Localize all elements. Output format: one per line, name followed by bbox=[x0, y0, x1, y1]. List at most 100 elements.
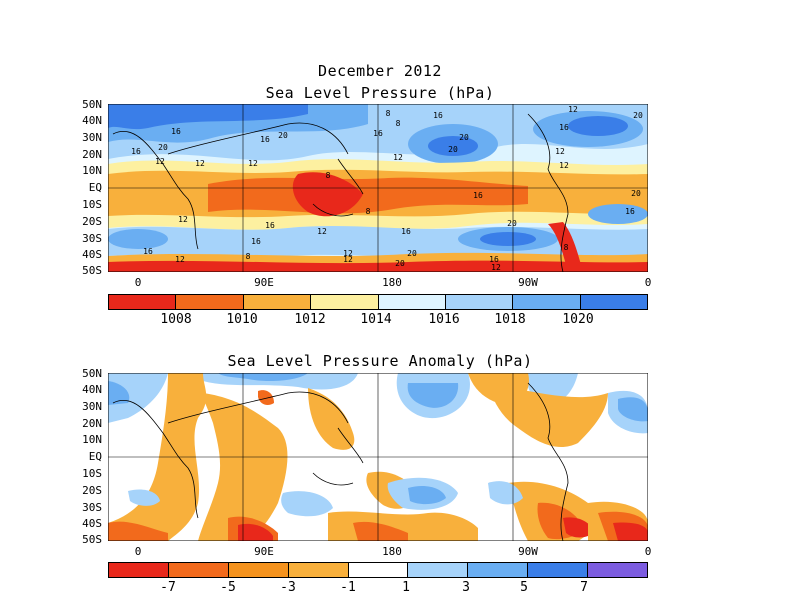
contour-label: 16 bbox=[143, 247, 153, 256]
lat-label: 50S bbox=[82, 264, 102, 277]
contour-label: 12 bbox=[248, 159, 258, 168]
lat-label: 20N bbox=[82, 417, 102, 430]
lon-label: 90E bbox=[254, 545, 274, 558]
lon-label: 0 bbox=[644, 545, 652, 558]
colorbar-swatch bbox=[588, 563, 648, 577]
colorbar-swatch bbox=[288, 563, 349, 577]
colorbar-swatch bbox=[228, 563, 289, 577]
contour-label: 8 bbox=[326, 171, 331, 180]
contour-label: 20 bbox=[278, 131, 288, 140]
lat-label: 40N bbox=[82, 114, 102, 127]
bottom-title: Sea Level Pressure Anomaly (hPa) bbox=[227, 352, 533, 370]
contour-label: 8 bbox=[366, 207, 371, 216]
contour-label: 16 bbox=[373, 129, 383, 138]
lat-label: 30N bbox=[82, 131, 102, 144]
contour-label: 16 bbox=[625, 207, 635, 216]
contour-label: 12 bbox=[195, 159, 205, 168]
lat-label: 30S bbox=[82, 501, 102, 514]
contour-label: 12 bbox=[175, 255, 185, 264]
colorbar-swatch bbox=[445, 295, 514, 309]
colorbar-label: 1010 bbox=[226, 312, 258, 327]
contour-label: 12 bbox=[555, 147, 565, 156]
contour-label: 16 bbox=[433, 111, 443, 120]
colorbar-swatch bbox=[408, 563, 469, 577]
lat-label: EQ bbox=[88, 181, 102, 194]
contour-label: 20 bbox=[448, 145, 458, 154]
lon-label: 0 bbox=[134, 276, 142, 289]
lat-label: 40S bbox=[82, 517, 102, 530]
colorbar-label: -3 bbox=[280, 580, 296, 595]
contour-label: 12 bbox=[568, 105, 578, 114]
contour-label: 8 bbox=[386, 109, 391, 118]
lon-label: 90W bbox=[518, 276, 538, 289]
contour-label: 16 bbox=[171, 127, 181, 136]
colorbar-swatch bbox=[243, 295, 312, 309]
lat-label: 20N bbox=[82, 148, 102, 161]
lon-label: 0 bbox=[134, 545, 142, 558]
slp-anomaly-map bbox=[108, 373, 648, 541]
lat-label: 10N bbox=[82, 164, 102, 177]
contour-label: 20 bbox=[158, 143, 168, 152]
contour-label: 12 bbox=[155, 157, 165, 166]
colorbar-swatch bbox=[513, 295, 581, 309]
contour-label: 16 bbox=[131, 147, 141, 156]
contour-label: 16 bbox=[401, 227, 411, 236]
lat-label: 50N bbox=[82, 367, 102, 380]
contour-label: 20 bbox=[407, 249, 417, 258]
colorbar-label: 3 bbox=[462, 580, 470, 595]
lat-label: 50S bbox=[82, 533, 102, 546]
lat-label: 50N bbox=[82, 98, 102, 111]
colorbar-swatch bbox=[348, 563, 409, 577]
colorbar-swatch bbox=[580, 295, 647, 309]
colorbar-swatch bbox=[468, 563, 529, 577]
contour-label: 12 bbox=[343, 255, 353, 264]
contour-label: 8 bbox=[564, 243, 569, 252]
top-title-line1: December 2012 bbox=[318, 62, 442, 80]
contour-label: 12 bbox=[178, 215, 188, 224]
contour-label: 12 bbox=[343, 249, 353, 258]
colorbar-swatch bbox=[311, 295, 379, 309]
colorbar-label: 1018 bbox=[494, 312, 526, 327]
colorbar-swatch bbox=[176, 295, 244, 309]
lat-label: 10S bbox=[82, 467, 102, 480]
contour-label: 16 bbox=[265, 221, 275, 230]
colorbar-label: -7 bbox=[160, 580, 176, 595]
lon-label: 90W bbox=[518, 545, 538, 558]
colorbar-label: -5 bbox=[220, 580, 236, 595]
contour-label: 16 bbox=[251, 237, 261, 246]
top-title-line2: Sea Level Pressure (hPa) bbox=[265, 84, 495, 102]
colorbar-swatch bbox=[528, 563, 589, 577]
colorbar-label: -1 bbox=[340, 580, 356, 595]
colorbar-label: 1 bbox=[402, 580, 410, 595]
slp-map: 16 20 16 12 8 20 16 12 8 16 20 16 12 12 … bbox=[108, 104, 648, 272]
lat-label: 20S bbox=[82, 215, 102, 228]
lat-label: 10S bbox=[82, 198, 102, 211]
lat-label: 30S bbox=[82, 232, 102, 245]
contour-label: 8 bbox=[246, 252, 251, 261]
lon-label: 180 bbox=[382, 545, 402, 558]
bottom-colorbar bbox=[108, 562, 648, 578]
lon-label: 90E bbox=[254, 276, 274, 289]
colorbar-swatch bbox=[378, 295, 446, 309]
contour-label: 20 bbox=[395, 259, 405, 268]
lat-label: 10N bbox=[82, 433, 102, 446]
contour-label: 8 bbox=[396, 119, 401, 128]
lat-label: 30N bbox=[82, 400, 102, 413]
colorbar-label: 1014 bbox=[360, 312, 392, 327]
contour-label: 20 bbox=[507, 219, 517, 228]
contour-label: 16 bbox=[473, 191, 483, 200]
contour-label: 16 bbox=[260, 135, 270, 144]
colorbar-label: 1016 bbox=[428, 312, 460, 327]
colorbar-swatch bbox=[109, 563, 169, 577]
contour-label: 20 bbox=[633, 111, 643, 120]
contour-label: 16 bbox=[559, 123, 569, 132]
colorbar-label: 1020 bbox=[562, 312, 594, 327]
colorbar-swatch bbox=[168, 563, 229, 577]
contour-label: 20 bbox=[459, 133, 469, 142]
lon-label: 180 bbox=[382, 276, 402, 289]
contour-label: 12 bbox=[317, 227, 327, 236]
top-colorbar bbox=[108, 294, 648, 310]
lat-label: EQ bbox=[88, 450, 102, 463]
contour-label: 20 bbox=[631, 189, 641, 198]
lat-label: 40S bbox=[82, 248, 102, 261]
